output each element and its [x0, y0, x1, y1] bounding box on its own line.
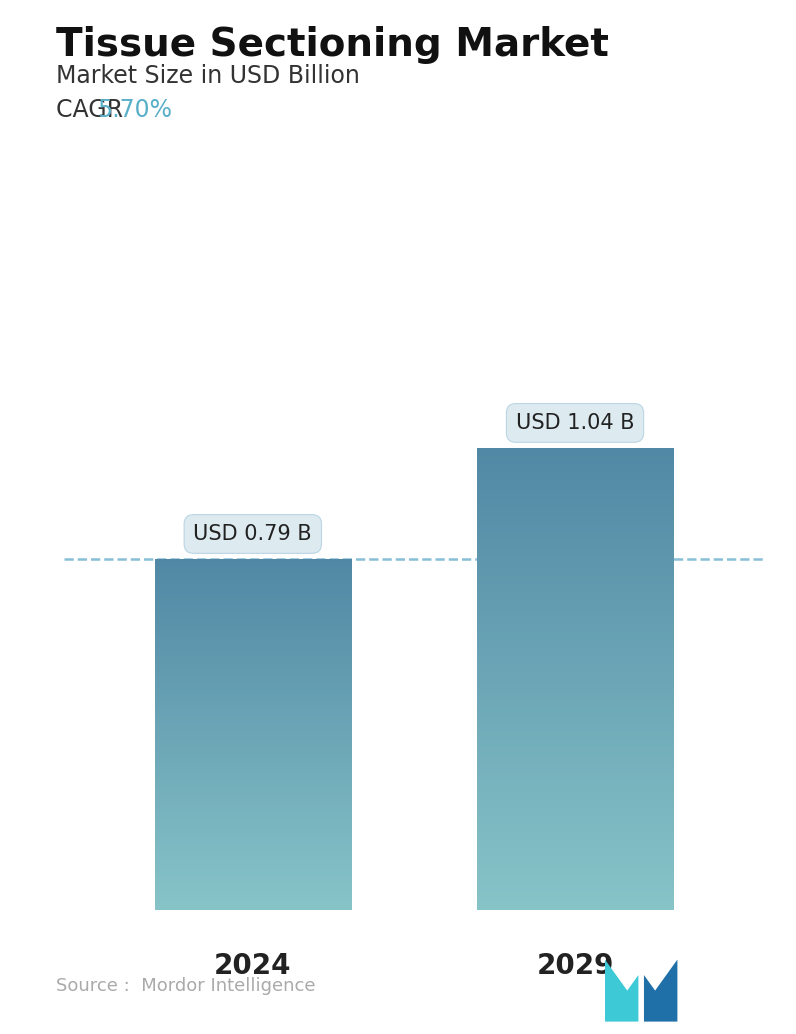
Polygon shape: [644, 960, 677, 1022]
Polygon shape: [605, 960, 638, 1022]
Text: Tissue Sectioning Market: Tissue Sectioning Market: [56, 26, 609, 64]
Text: 2029: 2029: [537, 952, 614, 980]
Text: CAGR: CAGR: [56, 98, 131, 122]
Text: USD 1.04 B: USD 1.04 B: [516, 413, 634, 433]
Text: 2024: 2024: [214, 952, 291, 980]
Text: USD 0.79 B: USD 0.79 B: [193, 524, 312, 544]
Text: 5.70%: 5.70%: [98, 98, 173, 122]
Text: Source :  Mordor Intelligence: Source : Mordor Intelligence: [56, 977, 315, 995]
Text: Market Size in USD Billion: Market Size in USD Billion: [56, 64, 360, 88]
